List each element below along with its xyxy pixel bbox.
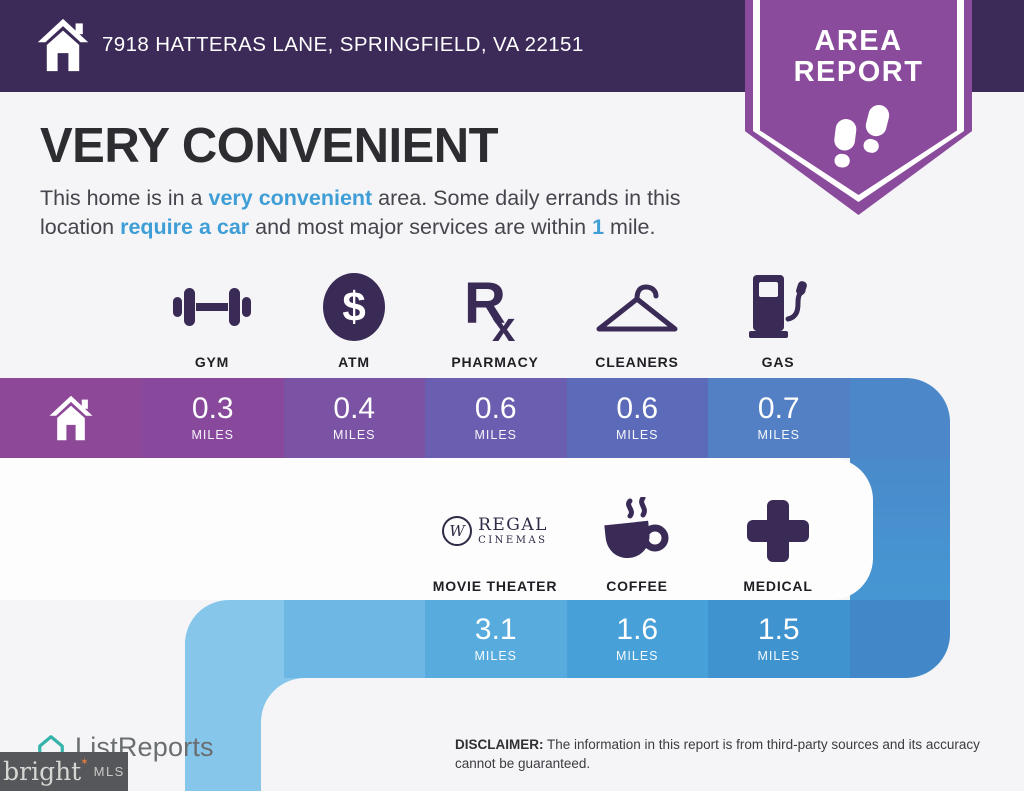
amenity-label: PHARMACY: [451, 354, 539, 370]
distance-bar-1: 0.3 MILES 0.4 MILES 0.6 MILES 0.6 MILES …: [0, 378, 950, 458]
bar1-corner-segment: [849, 378, 950, 458]
mls-wordmark: MLS: [93, 764, 125, 779]
distance-bar-2: 3.1 MILES 1.6 MILES 1.5 MILES: [185, 600, 950, 678]
disclaimer: DISCLAIMER: The information in this repo…: [455, 736, 993, 774]
rx-icon: R x: [464, 271, 516, 343]
distance-unit: MILES: [615, 428, 659, 442]
dollar-circle-icon: $: [323, 273, 385, 341]
row2-panel: [0, 458, 873, 600]
distance-unit: MILES: [474, 428, 517, 442]
amenity-cleaners: CLEANERS: [557, 268, 717, 370]
home-icon: [49, 395, 93, 441]
badge-line2: REPORT: [793, 55, 924, 88]
dumbbell-icon: [173, 288, 251, 326]
amenity-medical: MEDICAL: [698, 492, 858, 594]
distance-value: 0.6: [474, 392, 517, 425]
intro-highlight-very-convenient: very convenient: [208, 186, 373, 210]
home-icon: [37, 18, 89, 72]
distance-value: 3.1: [474, 613, 517, 646]
intro-text: area. Some daily errands in this locatio…: [40, 186, 681, 239]
disclaimer-label: DISCLAIMER:: [455, 737, 544, 752]
distance-segment-movie-theater: 3.1 MILES: [425, 600, 567, 678]
medical-cross-icon: [747, 500, 809, 562]
distance-segment-coffee: 1.6 MILES: [566, 600, 708, 678]
distance-value: 0.3: [191, 392, 234, 425]
svg-text:R: R: [464, 271, 506, 336]
distance-value: 0.7: [757, 392, 800, 425]
distance-unit: MILES: [615, 649, 659, 663]
svg-text:x: x: [492, 303, 516, 343]
badge-line1: AREA: [814, 25, 903, 57]
home-segment: [0, 378, 142, 458]
amenity-label: GAS: [761, 354, 795, 370]
distance-segment-pharmacy: 0.6 MILES: [425, 378, 567, 458]
bright-wordmark: bright: [3, 757, 82, 786]
bright-mls-logo: bright ✶ MLS: [0, 752, 128, 791]
amenity-label: MOVIE THEATER: [432, 578, 558, 594]
bar2-corner-segment: [849, 600, 950, 678]
disclaimer-text: The information in this report is from t…: [455, 737, 980, 771]
distance-unit: MILES: [191, 428, 234, 442]
area-report-badge: AREA REPORT: [745, 0, 972, 215]
intro-highlight-require-a-car: require a car: [120, 214, 250, 239]
distance-segment-gas: 0.7 MILES: [708, 378, 850, 458]
distance-segment-cleaners: 0.6 MILES: [566, 378, 708, 458]
distance-unit: MILES: [332, 428, 376, 442]
amenity-atm: $ ATM: [274, 268, 434, 370]
path-inner-corner: [261, 678, 305, 722]
amenity-gas: GAS: [698, 268, 858, 370]
distance-unit: MILES: [474, 649, 517, 663]
amenity-label: MEDICAL: [743, 578, 813, 594]
regal-mark-icon: W: [442, 516, 473, 546]
amenity-pharmacy: R x PHARMACY: [415, 268, 575, 370]
bright-star-icon: ✶: [80, 756, 89, 768]
intro-text: This home is in a: [40, 186, 209, 210]
walkability-headline: VERY CONVENIENT: [40, 119, 499, 173]
hanger-icon: [596, 284, 678, 332]
amenity-gym: GYM: [132, 268, 292, 370]
amenity-coffee: COFFEE: [557, 492, 717, 594]
distance-segment-medical: 1.5 MILES: [708, 600, 850, 678]
distance-segment-atm: 0.4 MILES: [283, 378, 425, 458]
svg-text:$: $: [342, 283, 365, 330]
distance-value: 1.5: [757, 613, 800, 646]
intro-highlight-one-mile: 1: [592, 214, 605, 239]
distance-value: 0.4: [333, 392, 376, 425]
distance-value: 0.6: [616, 392, 659, 425]
distance-unit: MILES: [757, 428, 800, 442]
amenity-label: COFFEE: [606, 578, 668, 594]
regal-cinemas-logo: W REGAL CINEMAS: [442, 516, 548, 546]
distance-unit: MILES: [757, 649, 800, 663]
distance-value: 1.6: [616, 613, 659, 646]
amenity-label: ATM: [338, 354, 370, 370]
intro-text: mile.: [604, 214, 656, 239]
bar2-spacer-segment: [283, 600, 425, 678]
amenity-movie-theater: W REGAL CINEMAS MOVIE THEATER: [415, 492, 575, 594]
badge-title: AREA REPORT: [745, 26, 972, 87]
gas-pump-icon: [749, 275, 807, 338]
distance-path-vertical-left: [185, 640, 261, 791]
intro-text: and most major services are within: [249, 214, 593, 239]
amenity-label: CLEANERS: [595, 354, 679, 370]
walkability-description: This home is in a very convenient area. …: [40, 184, 740, 241]
coffee-cup-icon: [604, 497, 669, 558]
distance-segment-gym: 0.3 MILES: [142, 378, 284, 458]
footprints-icon: [834, 104, 890, 168]
property-address: 7918 HATTERAS LANE, SPRINGFIELD, VA 2215…: [102, 33, 584, 56]
regal-wordmark: REGAL: [478, 514, 548, 535]
regal-wordmark-sub: CINEMAS: [478, 534, 548, 546]
amenity-label: GYM: [194, 354, 230, 370]
